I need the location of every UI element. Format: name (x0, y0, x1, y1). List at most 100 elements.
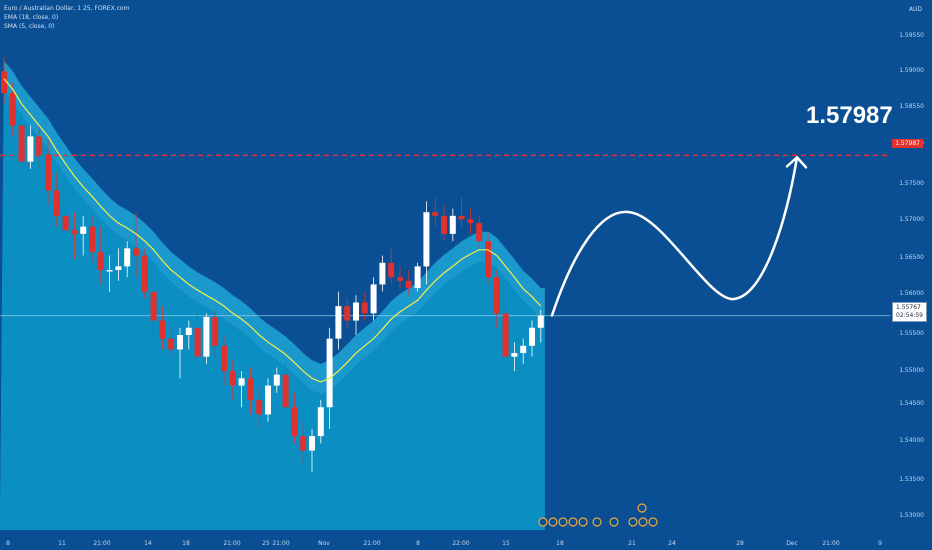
time-axis-label: 21:00 (223, 540, 241, 547)
price-axis-label: 1.54500 (899, 400, 924, 407)
price-axis-label: 1.54000 (899, 437, 924, 444)
price-axis-label: 1.56000 (899, 290, 924, 297)
candle-body (62, 215, 69, 231)
candle-body (502, 313, 509, 357)
price-axis-label: 1.53500 (899, 476, 924, 483)
candle-body (335, 306, 342, 339)
price-axis-label: 1.59550 (899, 32, 924, 39)
price-axis-label: 1.55000 (899, 367, 924, 374)
candle-body (159, 320, 166, 339)
current-price-value: 1.55767 (896, 304, 921, 311)
price-axis-label: 1.56500 (899, 254, 924, 261)
time-axis-label: 21 (628, 540, 636, 547)
sma-indicator-legend[interactable]: SMA (5, close, 0) (4, 23, 55, 30)
candle-body (124, 248, 131, 267)
price-axis-label: 1.53000 (899, 512, 924, 519)
ema-indicator-legend[interactable]: EMA (18, close, 0) (4, 14, 59, 21)
candle-body (212, 316, 219, 346)
event-marker[interactable] (568, 517, 578, 527)
candle-body (97, 251, 104, 270)
candle-body (537, 315, 544, 328)
candle-body (520, 345, 527, 354)
candle-body (449, 215, 456, 234)
candle-body (265, 385, 271, 415)
price-axis-label: 1.57500 (899, 180, 924, 187)
candle-body (476, 223, 483, 242)
event-marker[interactable] (609, 517, 619, 527)
event-marker[interactable] (548, 517, 558, 527)
target-price-label: 1.57987 (806, 102, 893, 129)
time-axis-label: 24 (668, 540, 676, 547)
time-axis-label: 8 (416, 540, 420, 547)
candle-body (27, 136, 34, 162)
candle-body (291, 407, 298, 437)
candle-body (18, 125, 25, 162)
price-axis-label: 1.59000 (899, 67, 924, 74)
candle-body (485, 241, 491, 278)
candle-body (282, 374, 289, 408)
candle-body (467, 219, 474, 224)
candle-body (388, 262, 395, 278)
target-price-badge: 1.57987 (892, 139, 923, 148)
event-marker[interactable] (592, 517, 602, 527)
time-axis-label: 21:00 (822, 540, 840, 547)
candle-body (133, 248, 139, 256)
candle-body (317, 407, 324, 437)
event-marker[interactable] (558, 517, 568, 527)
forecast-arrowhead (785, 156, 808, 169)
candle-body (405, 280, 412, 289)
event-marker[interactable] (538, 517, 548, 527)
candle-body (247, 378, 254, 400)
candle-body (361, 302, 368, 314)
candle-body (344, 306, 351, 321)
time-axis-label: 11 (58, 540, 66, 547)
event-marker[interactable] (637, 503, 647, 513)
time-axis-label: 14 (144, 540, 152, 547)
candle-body (141, 255, 148, 292)
candle-body (238, 378, 245, 386)
candle-body (379, 262, 386, 285)
candle-body (493, 277, 500, 314)
candle-body (89, 226, 95, 252)
time-axis-label: 21:00 (272, 540, 290, 547)
time-axis-label: Dec (786, 540, 798, 547)
candle-body (458, 215, 465, 220)
candle-body (432, 212, 439, 216)
bar-countdown-timer: 02:54:59 (896, 312, 923, 319)
candle-body (326, 338, 333, 408)
time-axis-label: 15 (502, 540, 510, 547)
candle-body (168, 338, 175, 350)
candle-body (309, 436, 315, 451)
candlestick-series (1, 56, 544, 473)
candle-body (273, 374, 280, 386)
event-marker[interactable] (638, 517, 648, 527)
candle-body (511, 353, 518, 357)
candle-body (150, 291, 157, 321)
candle-body (9, 93, 16, 126)
time-axis-label: 18 (556, 540, 564, 547)
candle-body (53, 190, 60, 216)
event-marker[interactable] (578, 517, 588, 527)
event-marker[interactable] (628, 517, 638, 527)
candle-body (441, 215, 447, 234)
time-axis-label: 18 (182, 540, 190, 547)
time-axis-label: 21:00 (93, 540, 111, 547)
price-area-fill (0, 90, 545, 530)
candle-body (397, 277, 403, 281)
candle-body (414, 266, 421, 289)
candle-body (229, 371, 236, 386)
candle-body (203, 316, 210, 357)
candle-body (45, 154, 51, 191)
time-axis-label: 21:00 (363, 540, 381, 547)
candle-body (221, 345, 227, 372)
candle-body (71, 230, 78, 234)
event-markers[interactable] (538, 503, 658, 527)
time-axis-label: 28 (736, 540, 744, 547)
candle-body (185, 327, 192, 335)
candle-body (115, 266, 122, 270)
time-axis-label: 22:00 (452, 540, 470, 547)
candle-body (80, 226, 87, 234)
candle-body (529, 327, 535, 346)
event-marker[interactable] (648, 517, 658, 527)
